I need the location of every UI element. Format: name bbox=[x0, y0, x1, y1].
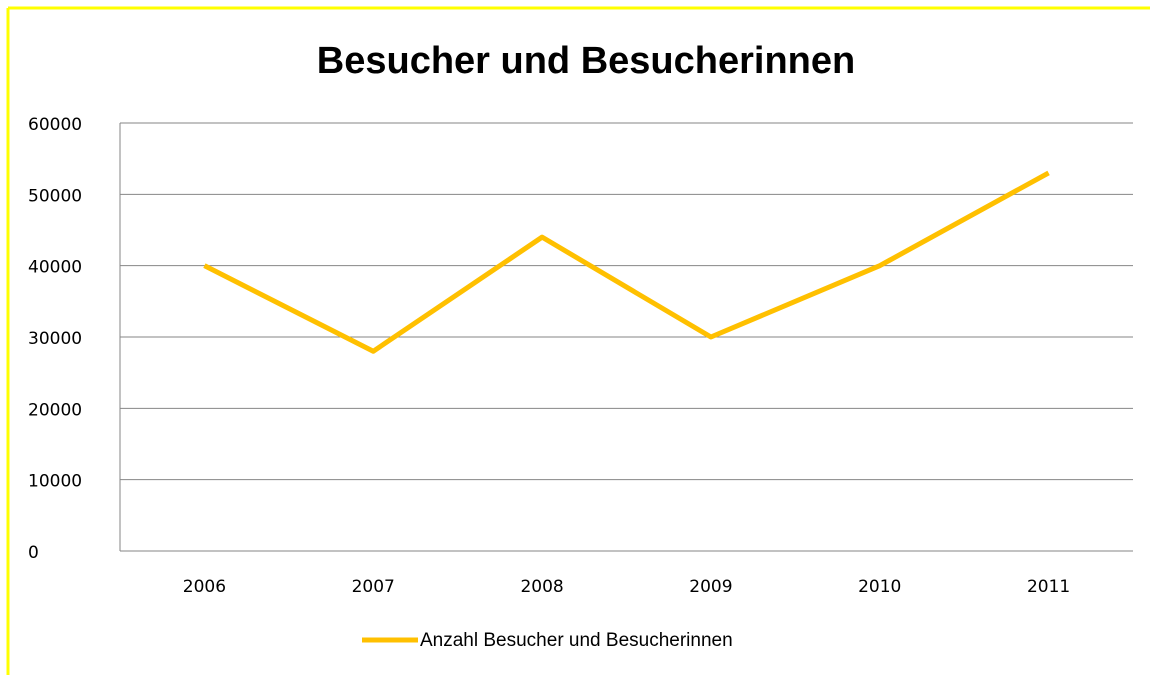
x-tick-label: 2006 bbox=[183, 577, 226, 597]
y-tick-label: 40000 bbox=[28, 258, 82, 278]
legend-label: Anzahl Besucher und Besucherinnen bbox=[420, 630, 733, 651]
data-line bbox=[203, 170, 1050, 354]
chart-title: Besucher und Besucherinnen bbox=[317, 40, 855, 82]
x-tick-label: 2010 bbox=[858, 577, 901, 597]
y-tick-label: 30000 bbox=[28, 329, 82, 349]
y-tick-label: 60000 bbox=[28, 115, 82, 135]
x-tick-label: 2011 bbox=[1027, 577, 1070, 597]
x-tick-label: 2009 bbox=[689, 577, 732, 597]
y-tick-label: 10000 bbox=[28, 472, 82, 492]
y-tick-label: 20000 bbox=[28, 400, 82, 420]
x-tick-label: 2008 bbox=[520, 577, 563, 597]
y-tick-label: 50000 bbox=[28, 186, 82, 206]
x-tick-label: 2007 bbox=[352, 577, 395, 597]
y-tick-label: 0 bbox=[28, 543, 39, 563]
